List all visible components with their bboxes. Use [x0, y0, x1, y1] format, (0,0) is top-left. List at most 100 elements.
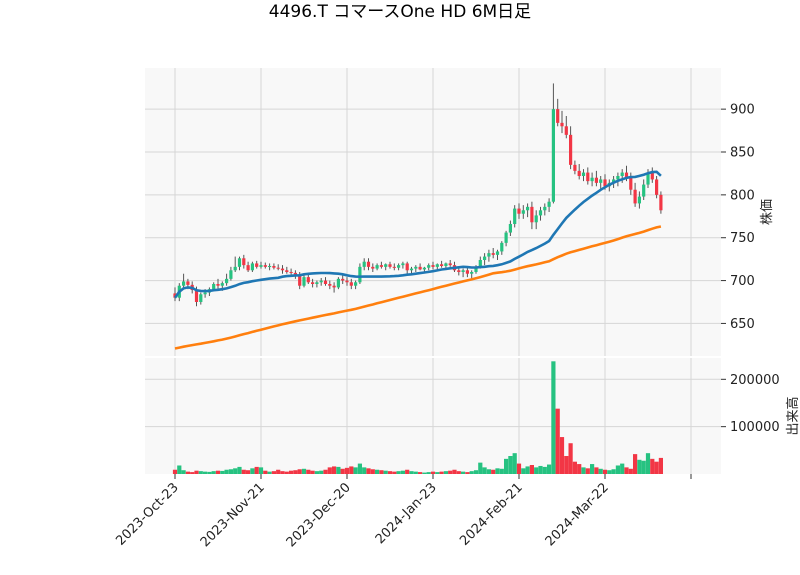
volume-bar [190, 472, 195, 474]
volume-bar [383, 470, 388, 474]
candle-body [612, 179, 616, 183]
volume-bar [547, 464, 552, 474]
candle-body [229, 270, 233, 279]
volume-axis: 100000 200000 [721, 373, 780, 435]
candle-body [586, 172, 590, 182]
candle-body [569, 134, 573, 165]
volume-bar [340, 468, 345, 474]
candle-body [594, 177, 598, 183]
volume-bar [551, 361, 556, 474]
candle-body [526, 206, 530, 211]
volume-bar [555, 408, 560, 474]
candle-body [388, 264, 392, 267]
volume-tick-label: 100000 [730, 420, 780, 435]
candle-body [427, 265, 431, 268]
candle-body [199, 294, 203, 302]
volume-bar [228, 469, 233, 474]
volume-bar [495, 468, 500, 474]
volume-bar [529, 465, 534, 474]
candle-body [543, 206, 547, 211]
volume-bar [469, 471, 474, 474]
candle-body [556, 109, 560, 123]
candle-body [332, 285, 336, 288]
candle-body [483, 256, 487, 260]
candle-body [538, 210, 543, 216]
candle-body [560, 122, 564, 127]
volume-bar [628, 468, 633, 474]
price-tick-label: 700 [730, 274, 755, 289]
volume-bar [314, 471, 319, 474]
volume-bar [581, 467, 586, 474]
volume-bar [516, 463, 522, 474]
volume-tick-label: 200000 [730, 373, 780, 388]
candle-body [362, 261, 366, 267]
candle-body [448, 263, 452, 266]
volume-bar [370, 469, 375, 474]
volume-bar [654, 461, 659, 474]
volume-bar [538, 465, 543, 474]
volume-bar [486, 469, 491, 474]
candle-body [203, 292, 207, 295]
volume-bar [473, 470, 479, 474]
candle-body [495, 251, 500, 255]
volume-bar [276, 469, 281, 474]
volume-bar [207, 471, 212, 474]
volume-bar [185, 471, 190, 474]
candle-body [371, 266, 375, 269]
volume-bar [271, 471, 276, 474]
volume-bar [224, 469, 229, 474]
candle-body [470, 272, 474, 274]
volume-bar [409, 471, 414, 474]
price-tick-label: 750 [730, 231, 755, 246]
volume-bar [215, 470, 221, 474]
candle-body [186, 281, 190, 285]
volume-bar [430, 471, 436, 474]
price-tick-label: 650 [730, 317, 755, 332]
volume-bar [590, 464, 595, 474]
candle-body [341, 278, 345, 281]
candle-body [315, 282, 319, 284]
candle-body [233, 266, 237, 271]
candle-body [629, 177, 633, 190]
volume-bar [258, 467, 264, 474]
volume-bar [362, 467, 367, 474]
volume-bar [559, 437, 565, 474]
candle-body [650, 172, 654, 180]
candle-body [384, 264, 388, 267]
candle-body [375, 265, 379, 269]
volume-bar [615, 465, 620, 474]
x-tick-label: 2024-Mar-22 [543, 480, 612, 549]
volume-bar [349, 466, 354, 474]
volume-bar [211, 471, 216, 474]
candle-body [521, 210, 525, 214]
volume-bar [611, 469, 616, 474]
volume-bar [624, 467, 629, 474]
candle-body [603, 179, 607, 187]
volume-bar [203, 471, 208, 474]
volume-bar [585, 468, 590, 474]
volume-bar [198, 471, 203, 474]
candle-body [573, 164, 577, 171]
volume-bar [456, 471, 461, 474]
volume-bar [602, 469, 608, 474]
candle-body [508, 224, 512, 233]
volume-bar [353, 467, 358, 474]
volume-bar [650, 458, 655, 474]
volume-axis-label: 出来高 [785, 396, 800, 435]
candle-body [577, 170, 581, 176]
candle-body [478, 260, 482, 267]
candle-body [289, 272, 293, 273]
candle-body [444, 263, 448, 266]
volume-bar [233, 468, 238, 474]
x-tick-label: 2023-Oct-23 [113, 480, 181, 548]
candle-body [358, 266, 362, 283]
volume-bars [172, 361, 663, 474]
volume-bar [542, 466, 547, 474]
candle-body [616, 176, 620, 180]
volume-bar [426, 472, 431, 474]
volume-bar [250, 468, 255, 474]
volume-bar [280, 471, 285, 474]
candle-body [225, 278, 229, 284]
volume-bar [306, 469, 311, 474]
volume-bar [319, 470, 324, 474]
